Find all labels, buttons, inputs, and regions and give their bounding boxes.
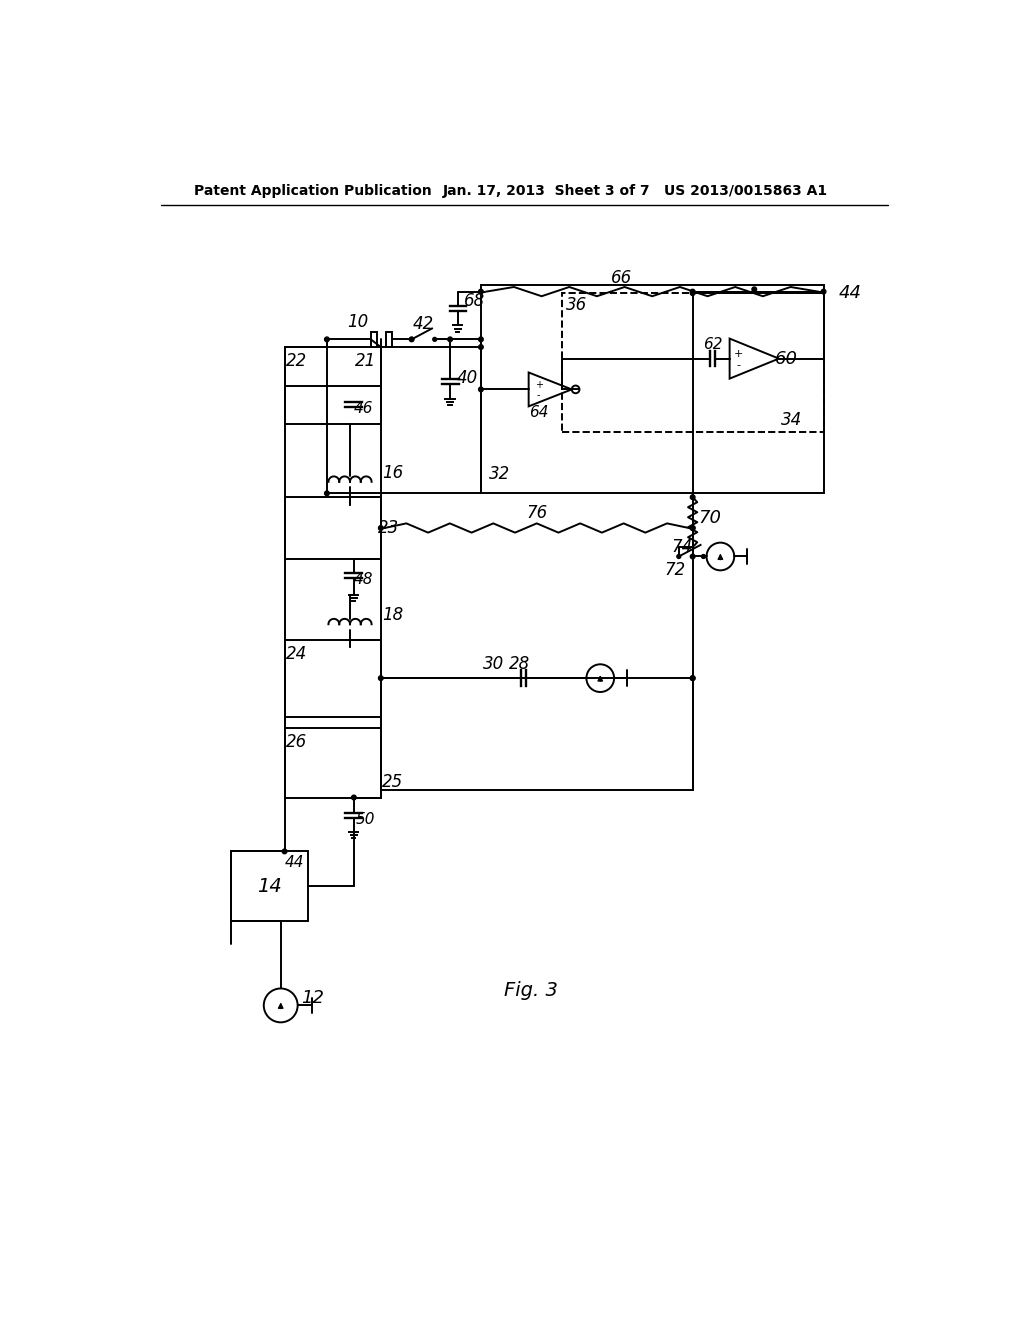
Text: 46: 46 (353, 401, 373, 416)
Circle shape (690, 290, 695, 296)
Circle shape (478, 289, 483, 294)
Circle shape (690, 525, 695, 531)
Text: 62: 62 (702, 337, 722, 352)
Circle shape (690, 554, 695, 558)
Text: 28: 28 (509, 655, 530, 673)
Text: 44: 44 (285, 855, 304, 870)
Text: 50: 50 (355, 812, 375, 826)
Text: 30: 30 (483, 655, 505, 673)
Text: 60: 60 (775, 350, 798, 367)
Bar (285, 347, 381, 424)
Text: 68: 68 (464, 292, 485, 310)
Circle shape (351, 795, 356, 800)
Text: -: - (737, 360, 740, 370)
Text: 42: 42 (413, 315, 434, 333)
Text: Fig. 3: Fig. 3 (504, 981, 558, 999)
Text: 22: 22 (286, 352, 307, 370)
Text: 14: 14 (257, 876, 282, 895)
Text: 76: 76 (526, 504, 548, 521)
Circle shape (478, 337, 483, 342)
Text: 66: 66 (610, 269, 632, 286)
Text: 44: 44 (839, 284, 862, 302)
Bar (285, 729, 381, 797)
Text: 34: 34 (780, 412, 802, 429)
Text: +: + (734, 348, 743, 359)
Circle shape (690, 676, 695, 681)
Circle shape (752, 286, 757, 292)
Circle shape (325, 337, 330, 342)
Text: 74: 74 (672, 539, 692, 556)
Text: 16: 16 (382, 463, 403, 482)
Bar (230, 851, 307, 921)
Circle shape (433, 338, 436, 342)
Text: 24: 24 (286, 644, 307, 663)
Circle shape (379, 525, 383, 531)
Bar (285, 640, 381, 717)
Text: 18: 18 (382, 606, 403, 624)
Circle shape (690, 525, 695, 531)
Circle shape (410, 337, 414, 342)
Circle shape (701, 554, 706, 558)
Circle shape (283, 849, 287, 854)
Bar (386, 331, 392, 347)
Circle shape (379, 676, 383, 681)
Text: 21: 21 (354, 352, 376, 370)
Text: +: + (535, 380, 543, 389)
Circle shape (447, 337, 453, 342)
Circle shape (821, 289, 826, 294)
Text: 25: 25 (382, 774, 403, 791)
Text: 26: 26 (286, 733, 307, 751)
Circle shape (677, 554, 681, 558)
Circle shape (325, 491, 330, 496)
Text: 12: 12 (301, 989, 325, 1007)
Circle shape (690, 495, 695, 499)
Text: 70: 70 (698, 510, 721, 528)
Text: 36: 36 (565, 296, 587, 314)
Text: Jan. 17, 2013  Sheet 3 of 7: Jan. 17, 2013 Sheet 3 of 7 (442, 183, 650, 198)
Text: 40: 40 (457, 368, 477, 387)
Circle shape (410, 338, 414, 342)
Text: 48: 48 (353, 572, 373, 587)
Text: 72: 72 (665, 561, 686, 579)
Text: 23: 23 (378, 519, 399, 537)
Text: 32: 32 (488, 465, 510, 483)
Bar (285, 498, 381, 558)
Text: US 2013/0015863 A1: US 2013/0015863 A1 (665, 183, 827, 198)
Bar (481, 285, 823, 494)
Bar (562, 293, 823, 432)
Text: Patent Application Publication: Patent Application Publication (194, 183, 431, 198)
Text: 64: 64 (529, 405, 549, 420)
Circle shape (478, 387, 483, 392)
Text: -: - (537, 389, 541, 400)
Bar (371, 331, 377, 347)
Circle shape (478, 345, 483, 350)
Circle shape (690, 289, 695, 294)
Text: 10: 10 (347, 313, 369, 331)
Circle shape (690, 676, 695, 681)
